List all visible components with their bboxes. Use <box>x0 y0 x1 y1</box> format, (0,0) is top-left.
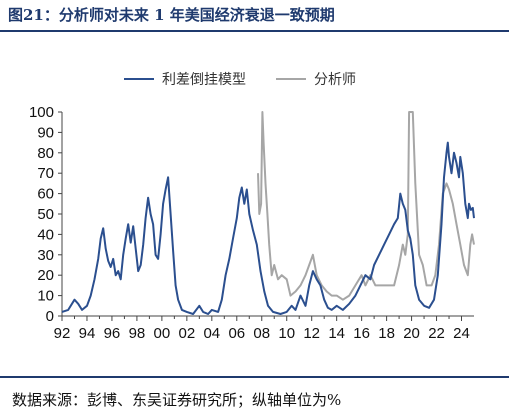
y-tick-label: 0 <box>46 308 54 325</box>
y-tick-label: 80 <box>37 145 54 162</box>
x-tick-label: 20 <box>403 325 420 342</box>
x-tick-label: 08 <box>253 325 270 342</box>
chart-legend: 利差倒挂模型 分析师 <box>124 71 356 87</box>
source-note: 数据来源：彭博、东吴证券研究所；纵轴单位为% <box>12 391 342 409</box>
x-tick-label: 14 <box>328 325 345 342</box>
source-rule <box>0 376 509 378</box>
x-tick-label: 00 <box>154 325 171 342</box>
x-tick-label: 02 <box>179 325 196 342</box>
y-tick-label: 30 <box>37 247 54 264</box>
x-tick-label: 96 <box>104 325 121 342</box>
y-tick-label: 10 <box>37 288 54 305</box>
chart-axes: 0 10 20 30 40 50 60 70 80 90 100 92 94 96 98 00 02 04 06 08… <box>29 104 474 342</box>
y-tick-label: 60 <box>37 186 54 203</box>
series-line-spread-model <box>61 141 475 315</box>
x-tick-label: 06 <box>228 325 245 342</box>
title-rule <box>0 30 509 32</box>
y-tick-label: 40 <box>37 226 54 243</box>
y-tick-label: 20 <box>37 267 54 284</box>
figure-title: 图21：分析师对未来 1 年美国经济衰退一致预期 <box>8 6 335 24</box>
x-tick-label: 18 <box>378 325 395 342</box>
x-tick-label: 98 <box>129 325 146 342</box>
series-line-analysts <box>257 111 475 301</box>
y-tick-label: 50 <box>37 206 54 223</box>
chart-series <box>61 111 475 315</box>
x-tick-label: 92 <box>54 325 71 342</box>
x-tick-label: 10 <box>278 325 295 342</box>
y-tick-label: 70 <box>37 165 54 182</box>
x-tick-label: 94 <box>79 325 96 342</box>
legend-label-analysts: 分析师 <box>314 71 356 87</box>
line-chart: 利差倒挂模型 分析师 0 10 20 30 40 50 60 70 80 90 100 92 94 96 98… <box>29 71 475 342</box>
x-tick-label: 12 <box>303 325 320 342</box>
x-tick-label: 16 <box>353 325 370 342</box>
y-tick-label: 90 <box>37 124 54 141</box>
legend-label-spread-model: 利差倒挂模型 <box>162 71 246 87</box>
y-tick-label: 100 <box>29 104 54 121</box>
x-tick-label: 22 <box>428 325 445 342</box>
x-tick-label: 24 <box>453 325 470 342</box>
x-tick-label: 04 <box>203 325 220 342</box>
